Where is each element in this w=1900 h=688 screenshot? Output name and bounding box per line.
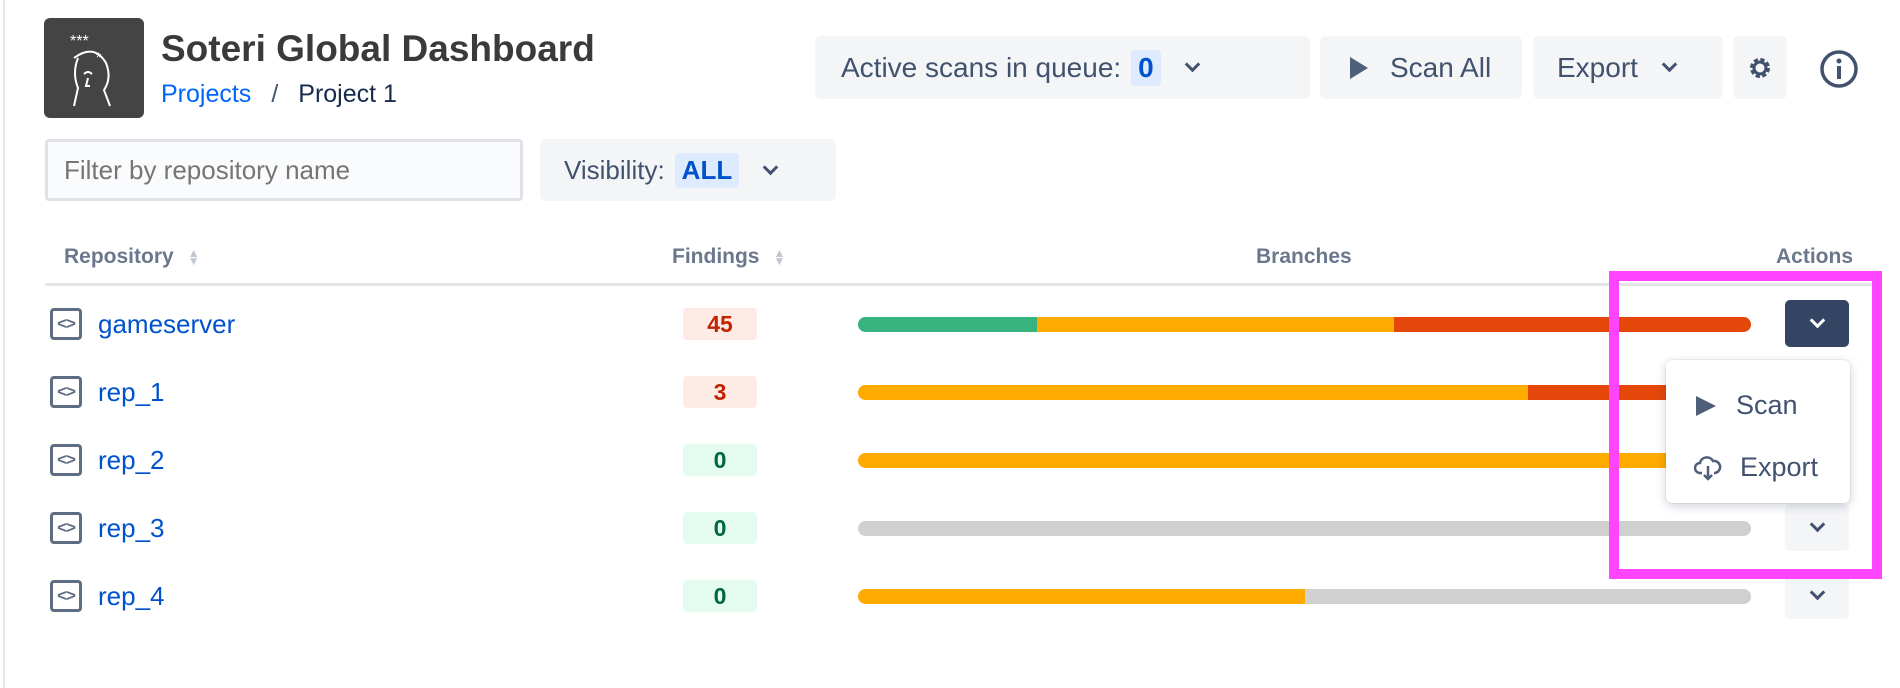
gear-icon	[1750, 57, 1770, 78]
sort-icon: ▲ ▼	[187, 246, 200, 269]
info-button[interactable]	[1819, 49, 1859, 94]
column-header-branches: Branches	[1256, 245, 1352, 268]
cloud-download-icon	[1694, 455, 1722, 481]
branch-segment	[858, 453, 1751, 468]
soteri-logo: *** *	[44, 18, 144, 118]
active-scans-label: Active scans in queue:	[841, 51, 1122, 83]
row-actions-button[interactable]	[1785, 300, 1849, 347]
branch-segment	[1304, 589, 1751, 604]
breadcrumb-projects-link[interactable]: Projects	[161, 80, 252, 108]
findings-badge: 0	[683, 444, 757, 476]
chevron-down-icon	[1661, 56, 1678, 73]
breadcrumb-separator: /	[271, 80, 279, 108]
menu-item-export[interactable]: Export	[1694, 452, 1818, 483]
repository-link[interactable]: rep_1	[98, 377, 165, 407]
branch-segment	[858, 385, 1528, 400]
chevron-down-icon	[1184, 56, 1201, 73]
column-header-actions: Actions	[1776, 245, 1854, 268]
repository-filter-input[interactable]	[45, 139, 523, 201]
column-header-repository[interactable]: Repository ▲ ▼	[64, 245, 200, 269]
column-label: Findings	[672, 245, 760, 268]
column-header-findings[interactable]: Findings ▲ ▼	[672, 245, 785, 269]
repository-link[interactable]: rep_4	[98, 581, 165, 611]
branch-segment	[858, 317, 1037, 332]
play-icon	[1696, 395, 1716, 416]
svg-text:***: ***	[70, 33, 89, 50]
code-repository-icon: <>	[50, 512, 82, 544]
branch-segment	[858, 521, 1751, 536]
branch-segment	[1036, 317, 1394, 332]
row-actions-button[interactable]	[1785, 572, 1849, 619]
menu-item-label: Export	[1740, 452, 1819, 482]
findings-badge: 45	[683, 308, 757, 340]
code-repository-icon: <>	[50, 376, 82, 408]
column-label: Repository	[64, 245, 174, 268]
active-scans-count: 0	[1131, 49, 1161, 86]
sort-icon: ▲ ▼	[773, 246, 786, 269]
menu-item-label: Scan	[1736, 390, 1798, 420]
findings-badge: 0	[683, 580, 757, 612]
table-row: <> gameserver 45	[0, 290, 1900, 358]
breadcrumb-current: Project 1	[298, 80, 397, 108]
row-actions-button[interactable]	[1785, 504, 1849, 551]
code-repository-icon: <>	[50, 308, 82, 340]
repository-link[interactable]: rep_3	[98, 513, 165, 543]
branch-segment	[858, 589, 1305, 604]
settings-button[interactable]	[1733, 36, 1787, 99]
branch-segment	[1393, 317, 1751, 332]
highlight-annotation-box	[1609, 271, 1882, 579]
branches-bar	[858, 453, 1751, 468]
findings-badge: 3	[683, 376, 757, 408]
menu-item-scan[interactable]: Scan	[1694, 390, 1798, 421]
left-border	[3, 0, 5, 688]
export-dropdown-button[interactable]: Export	[1533, 36, 1723, 99]
visibility-dropdown[interactable]: Visibility: ALL	[540, 139, 836, 201]
export-label: Export	[1557, 51, 1638, 83]
table-row: <> rep_2 0	[0, 426, 1900, 494]
breadcrumb: Projects / Project 1	[161, 80, 397, 109]
table-row: <> rep_3 0	[0, 494, 1900, 562]
repository-link[interactable]: rep_2	[98, 445, 165, 475]
chevron-down-icon	[762, 159, 779, 175]
branches-bar	[858, 521, 1751, 536]
scan-all-label: Scan All	[1390, 51, 1492, 83]
branches-bar	[858, 317, 1751, 332]
actions-dropdown-menu: Scan Export	[1666, 360, 1850, 503]
code-repository-icon: <>	[50, 444, 82, 476]
info-icon	[1820, 50, 1858, 88]
header-divider	[45, 283, 1876, 286]
table-row: <> rep_4 0	[0, 562, 1900, 630]
branches-bar	[858, 589, 1751, 604]
visibility-value: ALL	[674, 152, 740, 188]
repository-link[interactable]: gameserver	[98, 309, 236, 339]
page-title: Soteri Global Dashboard	[161, 28, 595, 69]
play-icon	[1350, 56, 1368, 79]
chevron-down-icon	[1809, 584, 1825, 601]
svg-text:*: *	[96, 49, 102, 65]
code-repository-icon: <>	[50, 580, 82, 612]
active-scans-dropdown[interactable]: Active scans in queue: 0	[815, 36, 1310, 99]
scan-all-button[interactable]: Scan All	[1320, 36, 1522, 99]
visibility-label: Visibility:	[564, 154, 665, 185]
findings-badge: 0	[683, 512, 757, 544]
